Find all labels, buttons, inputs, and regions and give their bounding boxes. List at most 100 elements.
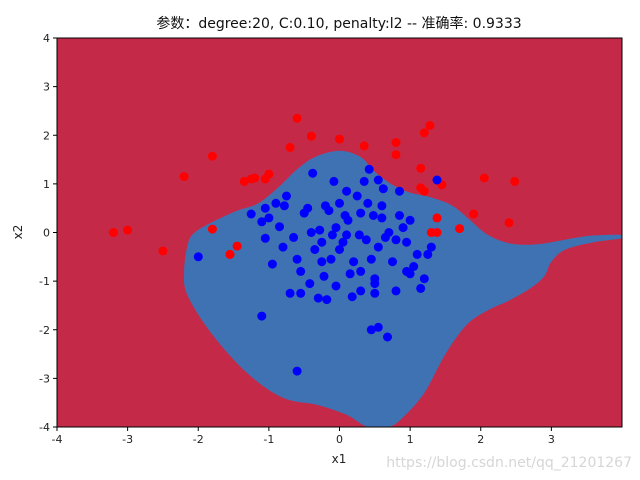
scatter-point-s1-72: [405, 215, 415, 225]
scatter-point-s1-30: [326, 254, 336, 264]
scatter-point-s0-33: [510, 176, 520, 186]
scatter-point-s1-59: [377, 201, 387, 211]
x-tick-label: 1: [407, 433, 414, 446]
scatter-point-s1-63: [384, 228, 394, 237]
scatter-point-s1-15: [296, 266, 306, 276]
scatter-point-s1-7: [271, 198, 281, 208]
scatter-point-s0-27: [432, 213, 442, 223]
scatter-point-s1-86: [331, 281, 341, 291]
scatter-point-s1-45: [356, 286, 366, 296]
scatter-point-s1-33: [331, 223, 341, 233]
scatter-point-s1-42: [349, 257, 359, 267]
scatter-point-s1-0: [193, 252, 203, 262]
scatter-point-s1-48: [361, 235, 371, 245]
scatter-point-s0-32: [504, 218, 514, 228]
x-axis-label: x1: [332, 452, 347, 466]
scatter-points: [109, 113, 520, 376]
scatter-point-s1-62: [383, 332, 392, 342]
scatter-point-s1-28: [322, 295, 332, 305]
scatter-point-s1-78: [426, 242, 436, 252]
scatter-point-s0-4: [207, 151, 217, 161]
scatter-point-s1-56: [373, 175, 383, 185]
scatter-point-s1-65: [391, 235, 401, 245]
scatter-point-s0-15: [306, 131, 316, 141]
scatter-point-s1-57: [373, 242, 383, 252]
scatter-point-s1-49: [363, 198, 373, 208]
scatter-point-s1-79: [432, 175, 442, 185]
y-tick-label: 0: [43, 227, 50, 240]
x-tick-label: -3: [122, 433, 133, 446]
scatter-point-s0-3: [179, 172, 189, 182]
y-tick-label: 2: [43, 129, 50, 142]
scatter-point-s0-13: [285, 142, 295, 152]
scatter-point-s1-1: [246, 209, 256, 219]
scatter-point-s1-84: [317, 257, 327, 267]
scatter-point-s1-32: [329, 176, 339, 186]
scatter-point-s1-51: [366, 254, 376, 264]
scatter-point-s1-46: [356, 208, 366, 218]
scatter-point-s1-82: [366, 325, 376, 335]
x-tick-label: -1: [263, 433, 274, 446]
scatter-point-s1-11: [282, 191, 291, 201]
scatter-point-s1-12: [285, 288, 295, 298]
x-tick-label: -2: [193, 433, 204, 446]
scatter-point-s0-1: [123, 225, 133, 235]
scatter-point-s1-23: [313, 293, 323, 303]
scatter-point-s1-58: [377, 213, 387, 223]
scatter-point-s0-5: [207, 224, 217, 234]
scatter-point-s1-83: [373, 322, 383, 332]
scatter-point-s1-47: [359, 176, 369, 186]
scatter-point-s1-25: [317, 237, 327, 247]
scatter-point-s1-16: [296, 288, 306, 298]
scatter-point-s1-29: [324, 206, 334, 216]
scatter-point-s0-10: [250, 173, 260, 183]
scatter-point-s1-76: [419, 274, 429, 284]
scatter-point-s0-0: [109, 228, 118, 237]
scatter-point-s1-5: [264, 213, 274, 223]
x-tick-label: 0: [336, 433, 343, 446]
x-tick-label: -4: [52, 433, 63, 446]
scatter-point-s1-6: [267, 259, 277, 269]
scatter-point-s1-24: [315, 225, 325, 235]
scatter-point-s1-52: [368, 211, 378, 220]
x-tick-label: 2: [477, 433, 484, 446]
watermark: https://blog.csdn.net/qq_21201267: [386, 455, 632, 471]
scatter-point-s1-81: [292, 366, 302, 376]
y-tick-label: -2: [39, 324, 50, 337]
scatter-point-s0-20: [419, 128, 429, 138]
scatter-point-s1-21: [308, 168, 318, 178]
scatter-point-s1-31: [327, 230, 337, 240]
scatter-point-s1-4: [260, 203, 270, 213]
scatter-point-s1-14: [292, 254, 302, 264]
scatter-point-s0-24: [419, 186, 429, 196]
scatter-point-s1-80: [257, 311, 267, 321]
scatter-point-s1-3: [260, 233, 270, 243]
scatter-point-s0-26: [432, 228, 442, 237]
scatter-point-s1-8: [275, 222, 284, 232]
y-axis: -4 -3 -2 -1 0 1 2 3 4: [39, 32, 57, 434]
scatter-point-s1-66: [391, 286, 401, 296]
scatter-point-s1-44: [354, 230, 364, 240]
y-tick-label: 1: [43, 178, 50, 191]
scatter-point-s1-60: [378, 184, 388, 194]
decision-region: [183, 150, 622, 427]
scatter-point-s1-69: [402, 237, 412, 247]
scatter-point-s0-12: [264, 169, 274, 179]
scatter-point-s0-21: [425, 121, 435, 130]
scatter-point-s1-85: [342, 186, 352, 196]
scatter-point-s0-29: [455, 224, 465, 234]
scatter-point-s1-10: [279, 201, 289, 211]
scatter-point-s1-34: [335, 198, 344, 208]
scatter-point-s0-7: [232, 241, 242, 251]
scatter-point-s1-87: [356, 266, 366, 276]
scatter-point-s1-35: [335, 245, 344, 254]
scatter-point-s0-22: [416, 163, 426, 173]
scatter-point-s1-36: [338, 237, 348, 247]
scatter-point-s1-40: [345, 269, 355, 279]
scatter-point-s1-88: [395, 186, 404, 196]
scatter-point-s1-20: [306, 228, 316, 237]
chart-title: 参数：degree:20, C:0.10, penalty:l2 -- 准确率:…: [156, 15, 521, 32]
y-tick-label: -4: [39, 421, 50, 434]
y-tick-label: 4: [43, 32, 50, 45]
